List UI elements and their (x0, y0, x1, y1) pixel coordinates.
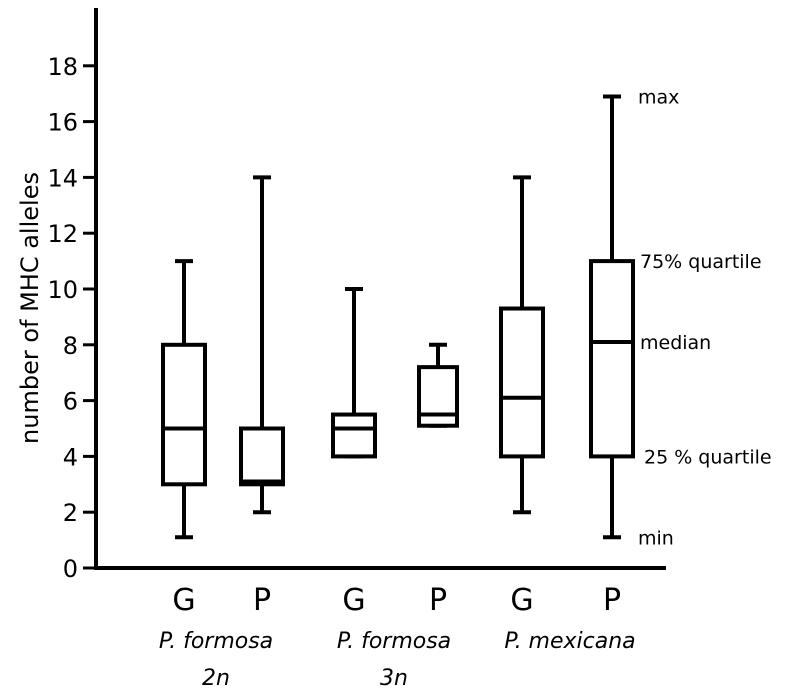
y-axis-title: number of MHC alleles (16, 172, 44, 444)
box-iqr (417, 365, 459, 428)
y-tick-label: 4 (63, 443, 78, 471)
box-1 (161, 259, 207, 540)
box-3 (331, 287, 377, 459)
annotation: median (640, 332, 711, 354)
box-5 (499, 175, 545, 515)
y-tick-label: 12 (47, 220, 78, 248)
annotation: min (638, 527, 674, 549)
box-2 (239, 175, 285, 515)
box-iqr (331, 412, 377, 459)
annotation: 25 % quartile (644, 446, 772, 468)
group-label-line2: 2n (202, 666, 230, 691)
y-tick-label: 10 (47, 276, 78, 304)
y-tick-label: 14 (47, 164, 78, 192)
y-tick-label: 18 (47, 53, 78, 81)
group-label: P. mexicana (504, 629, 635, 654)
y-tick-label: 2 (63, 499, 78, 527)
category-label: G (510, 583, 533, 618)
y-tick-label: 6 (63, 388, 78, 416)
annotation: max (638, 86, 679, 108)
y-tick-label: 8 (63, 332, 78, 360)
box-iqr (589, 259, 635, 459)
category-label: P (253, 583, 271, 618)
y-tick-label: 16 (47, 109, 78, 137)
y-tick-label: 0 (63, 555, 78, 583)
box-iqr (161, 342, 207, 487)
category-label: G (342, 583, 365, 618)
box-iqr (499, 306, 545, 459)
group-label: P. formosa (337, 629, 451, 654)
annotation: 75% quartile (640, 251, 762, 273)
category-label: P (429, 583, 447, 618)
group-label: P. formosa (159, 629, 273, 654)
box-6 (589, 94, 635, 540)
box-4 (417, 342, 459, 428)
category-label: G (172, 583, 195, 618)
box-iqr (239, 426, 285, 487)
category-label: P (603, 583, 621, 618)
group-label-line2: 3n (380, 666, 408, 691)
